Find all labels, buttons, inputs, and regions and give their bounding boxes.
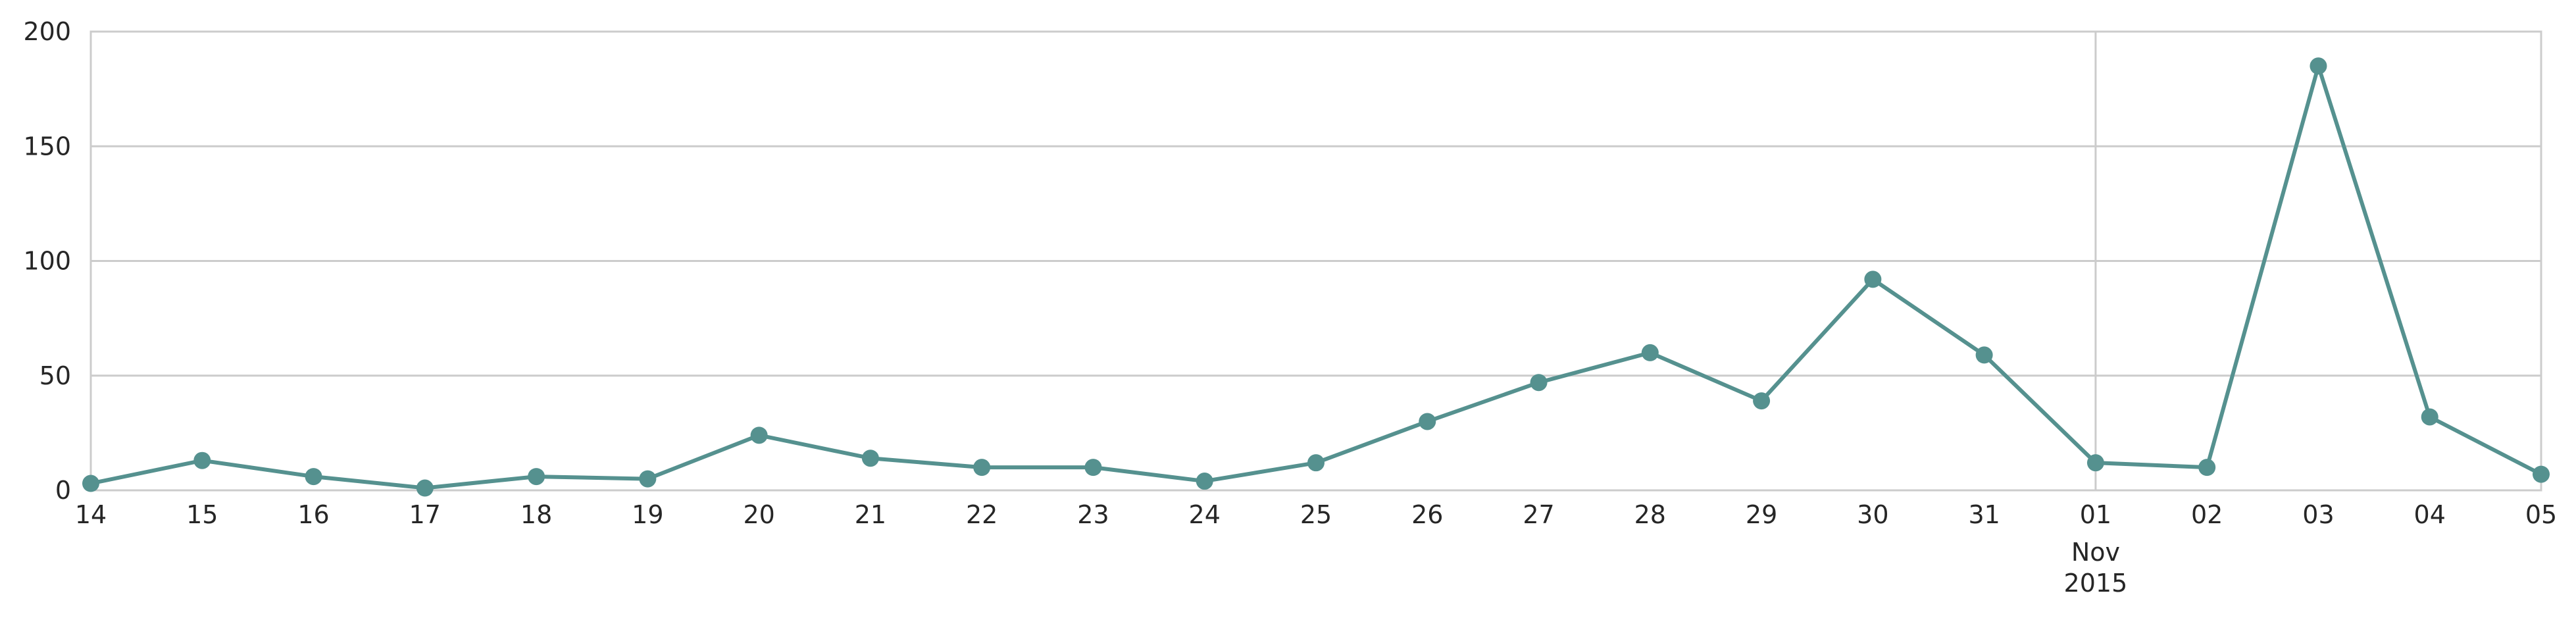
- data-point: [639, 470, 657, 488]
- x-tick-label: 16: [297, 500, 329, 529]
- data-point: [1641, 344, 1659, 361]
- data-point: [1419, 413, 1436, 430]
- x-tick-label: 27: [1523, 500, 1554, 529]
- data-point: [305, 468, 322, 486]
- x-tick-sublabel: 2015: [2064, 569, 2128, 598]
- x-tick-label: 19: [632, 500, 663, 529]
- y-tick-label: 150: [23, 132, 71, 161]
- x-tick-label: 21: [855, 500, 886, 529]
- data-point: [416, 479, 434, 497]
- x-tick-label: 30: [1857, 500, 1888, 529]
- x-tick-label: 17: [409, 500, 441, 529]
- data-point: [2310, 57, 2327, 75]
- x-tick-label: 02: [2191, 500, 2223, 529]
- data-point: [973, 459, 991, 476]
- data-point: [1530, 374, 1548, 392]
- data-point: [750, 426, 768, 444]
- x-tick-label: 04: [2414, 500, 2446, 529]
- x-tick-label: 29: [1746, 500, 1777, 529]
- x-tick-label: 05: [2525, 500, 2557, 529]
- series-line: [90, 64, 2542, 490]
- data-point: [1864, 270, 1882, 288]
- y-tick-label: 200: [23, 17, 71, 46]
- data-point: [1084, 459, 1102, 476]
- x-tick-label: 25: [1300, 500, 1332, 529]
- data-point: [861, 450, 879, 467]
- x-tick-label: 28: [1634, 500, 1666, 529]
- data-point: [82, 475, 99, 492]
- series-group: [82, 57, 2550, 497]
- x-tick-label: 23: [1077, 500, 1109, 529]
- x-tick-label: 14: [75, 500, 107, 529]
- y-tick-label: 0: [55, 476, 71, 505]
- data-point: [1753, 392, 1771, 410]
- y-axis-ticks: 0 50 100 150 200: [23, 17, 71, 505]
- x-tick-label: 26: [1411, 500, 1443, 529]
- x-tick-label: 31: [1968, 500, 2000, 529]
- data-point: [2533, 465, 2550, 483]
- x-tick-label: 03: [2302, 500, 2334, 529]
- data-point: [1975, 346, 1993, 364]
- series: [82, 57, 2550, 497]
- data-point: [193, 451, 211, 469]
- data-point: [1196, 473, 1213, 490]
- plot-frame: [89, 30, 2542, 492]
- y-tick-label: 100: [23, 247, 71, 276]
- x-tick-label: 24: [1189, 500, 1221, 529]
- x-tick-label: 22: [966, 500, 998, 529]
- y-tick-label: 50: [39, 361, 71, 390]
- data-point: [2086, 454, 2104, 472]
- data-point: [2198, 459, 2216, 476]
- data-point: [1307, 454, 1325, 472]
- x-tick-label: 18: [520, 500, 552, 529]
- x-tick-label: 20: [743, 500, 774, 529]
- data-point: [528, 468, 545, 486]
- x-axis-ticks: 14 15 16 17 18 19 20 21 22 23 24 25 26 27 28 29 30 31 01 No…: [75, 500, 2557, 598]
- x-tick-label: 01: [2080, 500, 2111, 529]
- x-tick-label: 15: [186, 500, 218, 529]
- gridlines: [91, 30, 2541, 492]
- x-tick-sublabel: Nov: [2071, 538, 2120, 567]
- data-point: [2421, 408, 2438, 426]
